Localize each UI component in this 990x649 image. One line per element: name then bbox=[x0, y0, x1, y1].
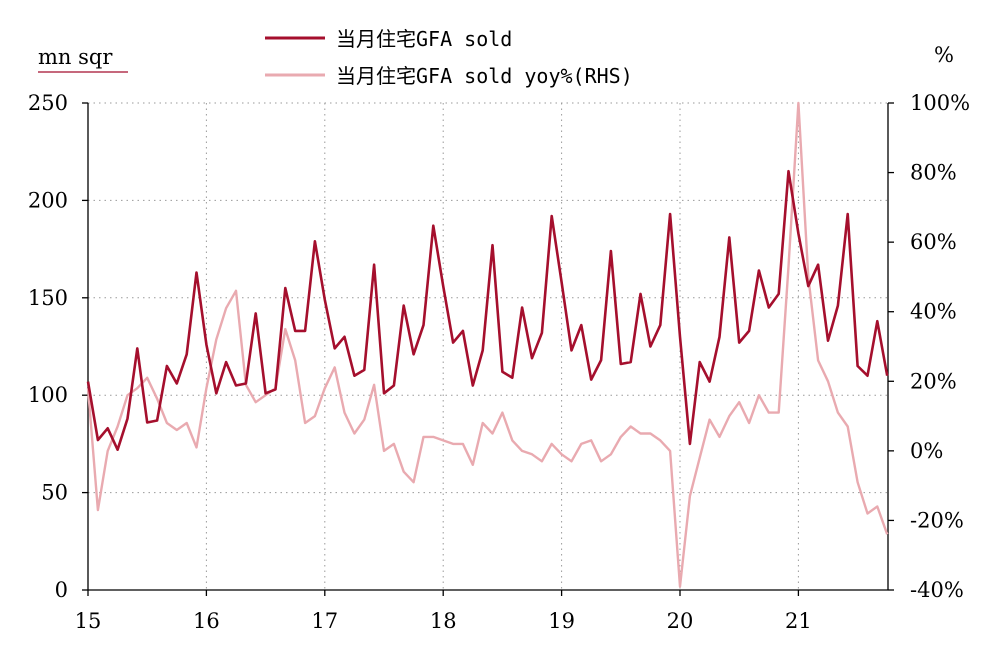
x-tick-label: 18 bbox=[430, 609, 457, 633]
gridlines bbox=[88, 102, 888, 590]
left-tick-label: 0 bbox=[55, 578, 68, 602]
legend-label-series-1: 当月住宅GFA sold bbox=[336, 27, 512, 51]
left-tick-label: 250 bbox=[28, 91, 68, 115]
series-line-1 bbox=[86, 169, 889, 452]
right-tick-label: -20% bbox=[910, 508, 964, 532]
right-tick-label: 40% bbox=[910, 300, 957, 324]
axes bbox=[82, 102, 894, 596]
left-axis-unit: mn sqr bbox=[38, 45, 113, 69]
x-tick-label: 20 bbox=[667, 609, 694, 633]
right-tick-label: 100% bbox=[910, 91, 970, 115]
right-tick-label: 20% bbox=[910, 369, 957, 393]
x-tick-label: 21 bbox=[785, 609, 812, 633]
x-tick-label: 17 bbox=[311, 609, 338, 633]
left-tick-label: 50 bbox=[41, 481, 68, 505]
right-tick-label: -40% bbox=[910, 578, 964, 602]
tick-labels: 0 50 100 150 200 250 -40% -20% 0% 20% 40% 60% 80% 100… bbox=[28, 91, 970, 633]
series-lines bbox=[86, 101, 889, 588]
right-axis-unit: % bbox=[934, 43, 954, 67]
right-tick-label: 80% bbox=[910, 161, 957, 185]
left-tick-label: 100 bbox=[28, 383, 68, 407]
left-tick-label: 150 bbox=[28, 286, 68, 310]
right-tick-label: 0% bbox=[910, 439, 943, 463]
x-tick-label: 16 bbox=[193, 609, 220, 633]
x-tick-label: 15 bbox=[75, 609, 102, 633]
left-tick-label: 200 bbox=[28, 188, 68, 212]
x-tick-label: 19 bbox=[548, 609, 575, 633]
legend-label-series-2: 当月住宅GFA sold yoy%(RHS) bbox=[336, 64, 633, 88]
right-tick-label: 60% bbox=[910, 230, 957, 254]
legend: 当月住宅GFA sold 当月住宅GFA sold yoy%(RHS) bbox=[265, 27, 633, 88]
series-line-2 bbox=[86, 101, 889, 588]
